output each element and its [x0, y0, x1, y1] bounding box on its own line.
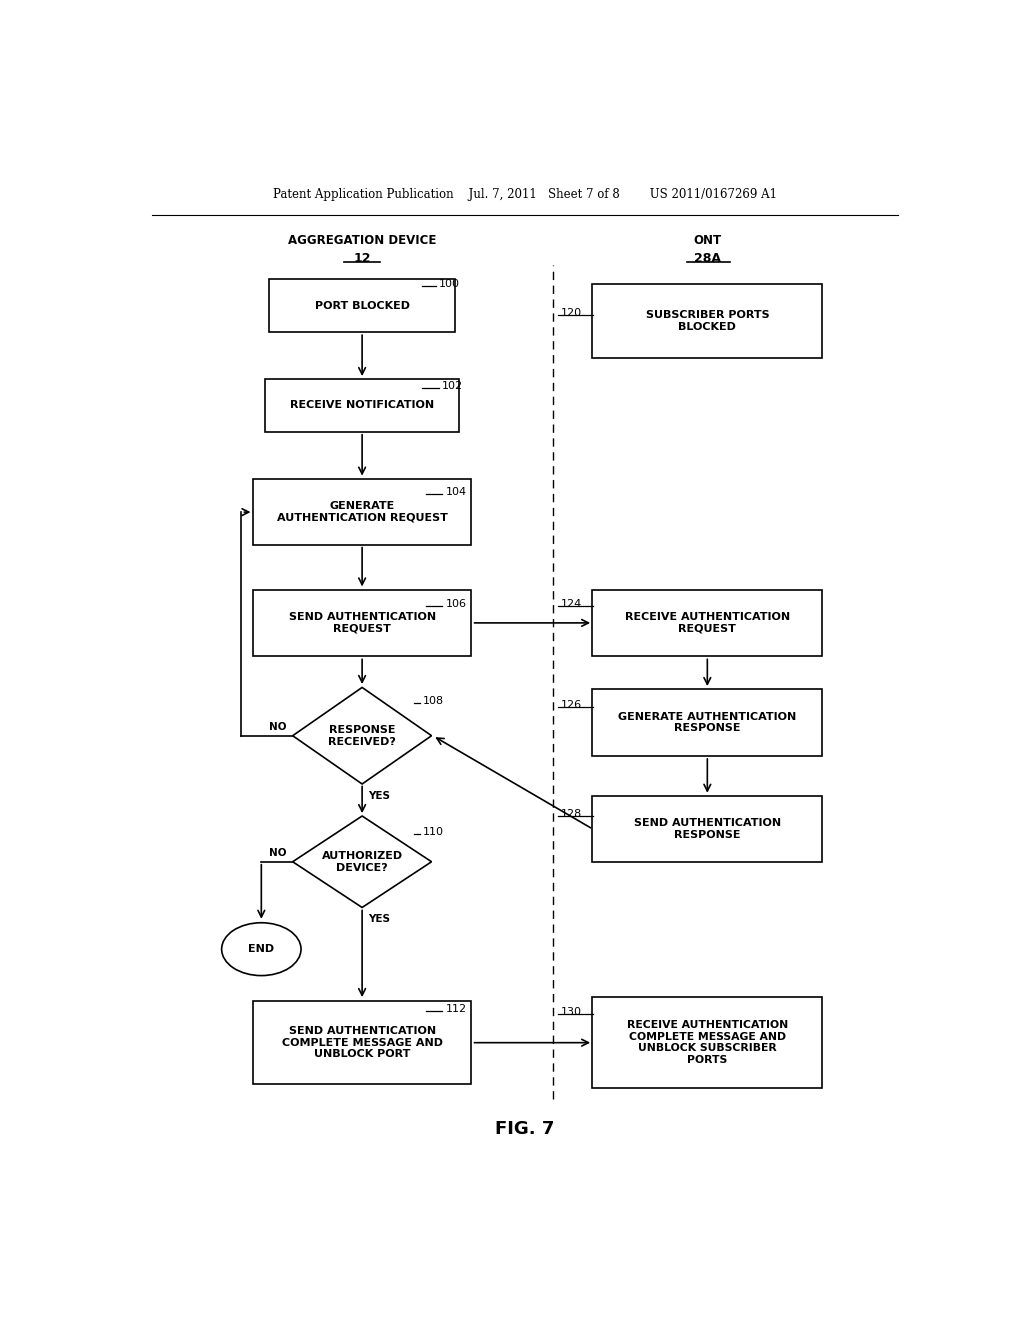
Text: 120: 120 — [561, 308, 583, 318]
Text: 104: 104 — [445, 487, 467, 496]
Text: GENERATE AUTHENTICATION
RESPONSE: GENERATE AUTHENTICATION RESPONSE — [618, 711, 797, 734]
Text: NO: NO — [269, 722, 287, 731]
Text: SUBSCRIBER PORTS
BLOCKED: SUBSCRIBER PORTS BLOCKED — [645, 310, 769, 331]
FancyBboxPatch shape — [253, 590, 471, 656]
Polygon shape — [293, 816, 431, 907]
Text: NO: NO — [269, 847, 287, 858]
Text: PORT BLOCKED: PORT BLOCKED — [314, 301, 410, 310]
Text: 106: 106 — [445, 598, 467, 609]
Text: 108: 108 — [423, 696, 444, 706]
Text: 112: 112 — [445, 1005, 467, 1014]
FancyBboxPatch shape — [592, 997, 822, 1089]
Text: 110: 110 — [423, 828, 444, 837]
Text: RECEIVE AUTHENTICATION
REQUEST: RECEIVE AUTHENTICATION REQUEST — [625, 612, 790, 634]
Text: GENERATE
AUTHENTICATION REQUEST: GENERATE AUTHENTICATION REQUEST — [276, 502, 447, 523]
Text: RECEIVE NOTIFICATION: RECEIVE NOTIFICATION — [290, 400, 434, 411]
Text: 28A: 28A — [694, 252, 721, 265]
Text: AUTHORIZED
DEVICE?: AUTHORIZED DEVICE? — [322, 851, 402, 873]
Text: END: END — [248, 944, 274, 954]
Text: 12: 12 — [353, 252, 371, 265]
Text: SEND AUTHENTICATION
COMPLETE MESSAGE AND
UNBLOCK PORT: SEND AUTHENTICATION COMPLETE MESSAGE AND… — [282, 1026, 442, 1059]
FancyBboxPatch shape — [253, 479, 471, 545]
Text: SEND AUTHENTICATION
RESPONSE: SEND AUTHENTICATION RESPONSE — [634, 818, 781, 840]
FancyBboxPatch shape — [592, 284, 822, 358]
FancyBboxPatch shape — [253, 1001, 471, 1084]
Text: 124: 124 — [561, 598, 583, 609]
Text: 100: 100 — [439, 280, 460, 289]
Polygon shape — [293, 688, 431, 784]
FancyBboxPatch shape — [265, 379, 460, 432]
Ellipse shape — [221, 923, 301, 975]
Text: RESPONSE
RECEIVED?: RESPONSE RECEIVED? — [328, 725, 396, 747]
Text: FIG. 7: FIG. 7 — [496, 1121, 554, 1138]
Text: SEND AUTHENTICATION
REQUEST: SEND AUTHENTICATION REQUEST — [289, 612, 435, 634]
Text: 130: 130 — [561, 1007, 583, 1018]
Text: 102: 102 — [442, 381, 464, 391]
Text: ONT: ONT — [693, 234, 721, 247]
Text: YES: YES — [368, 913, 390, 924]
FancyBboxPatch shape — [592, 689, 822, 755]
FancyBboxPatch shape — [269, 280, 456, 333]
Text: Patent Application Publication    Jul. 7, 2011   Sheet 7 of 8        US 2011/016: Patent Application Publication Jul. 7, 2… — [272, 187, 777, 201]
Text: 128: 128 — [561, 809, 583, 818]
FancyBboxPatch shape — [592, 590, 822, 656]
Text: YES: YES — [368, 791, 390, 801]
FancyBboxPatch shape — [592, 796, 822, 862]
Text: AGGREGATION DEVICE: AGGREGATION DEVICE — [288, 234, 436, 247]
Text: 126: 126 — [561, 700, 583, 710]
Text: RECEIVE AUTHENTICATION
COMPLETE MESSAGE AND
UNBLOCK SUBSCRIBER
PORTS: RECEIVE AUTHENTICATION COMPLETE MESSAGE … — [627, 1020, 787, 1065]
